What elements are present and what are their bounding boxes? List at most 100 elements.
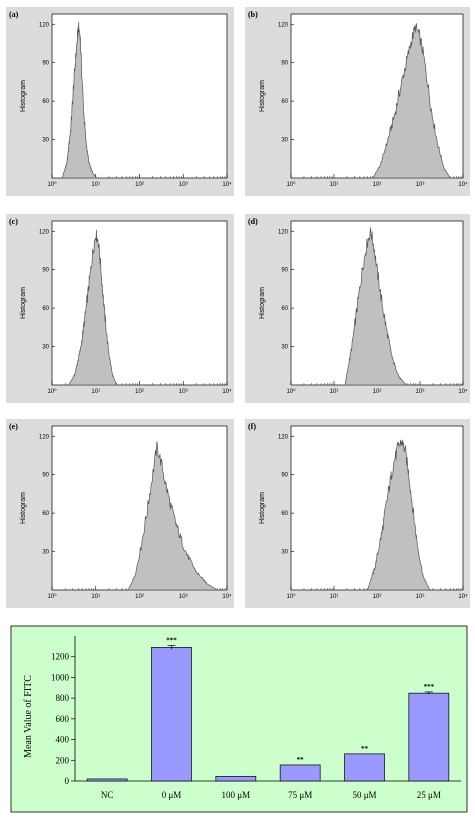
y-tick-label: 30: [281, 138, 288, 144]
x-tick-label: 10³: [416, 182, 425, 188]
histogram-series: [127, 441, 219, 591]
x-tick-label: 10⁰: [47, 181, 57, 188]
x-tick-label: 10¹: [330, 594, 339, 600]
x-tick-label: 50 μM: [352, 790, 376, 800]
x-tick-label: 10¹: [91, 389, 100, 395]
x-tick-label: 10²: [135, 389, 144, 395]
histogram-series: [61, 21, 98, 179]
y-tick-label: 120: [39, 229, 50, 235]
bar-chart-background: [10, 625, 468, 813]
x-tick-label: 10³: [179, 182, 188, 188]
x-tick-label: 10²: [373, 182, 382, 188]
x-tick-label: 10¹: [91, 182, 100, 188]
significance-label: ***: [424, 683, 435, 691]
panel-label: (b): [248, 10, 258, 19]
y-tick-label: 120: [39, 434, 50, 440]
x-tick-label: 10³: [416, 594, 425, 600]
y-tick-label: 0: [65, 776, 70, 786]
panel-label: (e): [9, 422, 18, 431]
x-tick-label: 75 μM: [288, 790, 312, 800]
significance-label: **: [297, 756, 305, 764]
x-tick-label: 10³: [179, 594, 188, 600]
y-axis-label: Histogram: [20, 287, 27, 319]
x-tick-label: 100 μM: [222, 790, 251, 800]
histogram-panel-3: (c) Histogram 30 60 90 120 10⁰ 10¹ 10² 10³ 10⁴: [6, 214, 234, 403]
y-tick-label: 90: [42, 268, 49, 274]
bar-3: [215, 775, 257, 782]
x-tick-label: 10⁰: [286, 181, 296, 188]
y-tick-label: 600: [56, 714, 70, 724]
y-tick-label: 30: [281, 345, 288, 351]
panel-label: (c): [9, 217, 18, 226]
y-axis-label: Histogram: [259, 80, 266, 112]
x-tick-label: 10⁴: [458, 593, 468, 600]
histogram-panel-1: (a) Histogram 30 60 90 120 10⁰ 10¹ 10² 10³ 10⁴: [6, 7, 234, 196]
significance-label: **: [361, 745, 369, 753]
x-tick-label: 10³: [416, 389, 425, 395]
x-tick-label: 10⁰: [47, 388, 57, 395]
histogram-series: [68, 229, 118, 386]
x-tick-label: NC: [101, 790, 114, 800]
x-tick-label: 10⁴: [458, 181, 468, 188]
y-tick-label: 60: [281, 99, 288, 105]
bar-5: [344, 753, 385, 782]
y-tick-label: 60: [281, 511, 288, 517]
x-tick-label: 10²: [373, 389, 382, 395]
y-tick-label: 120: [278, 229, 289, 235]
histogram-series: [344, 227, 408, 386]
x-tick-label: 10⁰: [47, 593, 57, 600]
y-tick-label: 30: [42, 138, 49, 144]
y-tick-label: 1000: [51, 672, 70, 682]
histogram-panel-5: (e) Histogram 30 60 90 120 10⁰ 10¹ 10² 10³ 10⁴: [6, 419, 234, 608]
bar-chart-panel: Mean Value of FITC 0 200 400 600 800 1000 1200 N…: [10, 625, 468, 813]
y-tick-label: 120: [278, 434, 289, 440]
x-tick-label: 10⁴: [222, 593, 232, 600]
histogram-series: [366, 439, 431, 591]
y-tick-label: 200: [56, 755, 70, 765]
x-tick-label: 10¹: [91, 594, 100, 600]
y-axis-label: Histogram: [20, 80, 27, 112]
bar-1: [86, 778, 128, 782]
histogram-panel-2: (b) Histogram 30 60 90 120 10⁰ 10¹ 10² 10³ 10⁴: [245, 7, 470, 196]
y-tick-label: 30: [281, 550, 288, 556]
x-tick-label: 10³: [179, 389, 188, 395]
x-tick-label: 10⁰: [286, 388, 296, 395]
y-tick-label: 90: [281, 61, 288, 67]
x-tick-label: 10⁴: [222, 181, 232, 188]
histogram-panel-6: (f) Histogram 30 60 90 120 10⁰ 10¹ 10² 10³ 10⁴: [245, 419, 470, 608]
y-tick-label: 30: [42, 550, 49, 556]
x-tick-label: 10¹: [330, 389, 339, 395]
y-axis-label: Mean Value of FITC: [23, 675, 34, 758]
x-tick-label: 10⁴: [222, 388, 232, 395]
y-tick-label: 90: [42, 61, 49, 67]
panel-label: (a): [9, 10, 19, 19]
y-axis-label: Histogram: [259, 492, 266, 524]
y-tick-label: 90: [281, 268, 288, 274]
x-tick-label: 25 μM: [417, 790, 441, 800]
x-tick-label: 0 μM: [162, 790, 182, 800]
histogram-series: [372, 23, 451, 179]
panel-label: (f): [248, 422, 256, 431]
x-tick-label: 10⁰: [286, 593, 296, 600]
y-tick-label: 60: [42, 511, 49, 517]
y-tick-label: 60: [42, 99, 49, 105]
y-tick-label: 800: [56, 693, 70, 703]
x-tick-label: 10⁴: [458, 388, 468, 395]
y-axis-label: Histogram: [259, 287, 266, 319]
y-tick-label: 120: [39, 22, 50, 28]
y-axis-label: Histogram: [20, 492, 27, 524]
significance-label: ***: [166, 637, 177, 645]
x-tick-label: 10¹: [330, 182, 339, 188]
bar-4: [279, 764, 321, 782]
bar-2: [151, 647, 192, 782]
y-tick-label: 120: [278, 22, 289, 28]
y-tick-label: 30: [42, 345, 49, 351]
histogram-panel-4: (d) Histogram 30 60 90 120 10⁰ 10¹ 10² 10³ 10⁴: [245, 214, 470, 403]
y-tick-label: 60: [281, 306, 288, 312]
x-tick-label: 10²: [135, 182, 144, 188]
y-tick-label: 400: [56, 735, 70, 745]
y-tick-label: 1200: [51, 652, 70, 662]
panel-label: (d): [248, 217, 258, 226]
bar-6: [408, 692, 450, 782]
